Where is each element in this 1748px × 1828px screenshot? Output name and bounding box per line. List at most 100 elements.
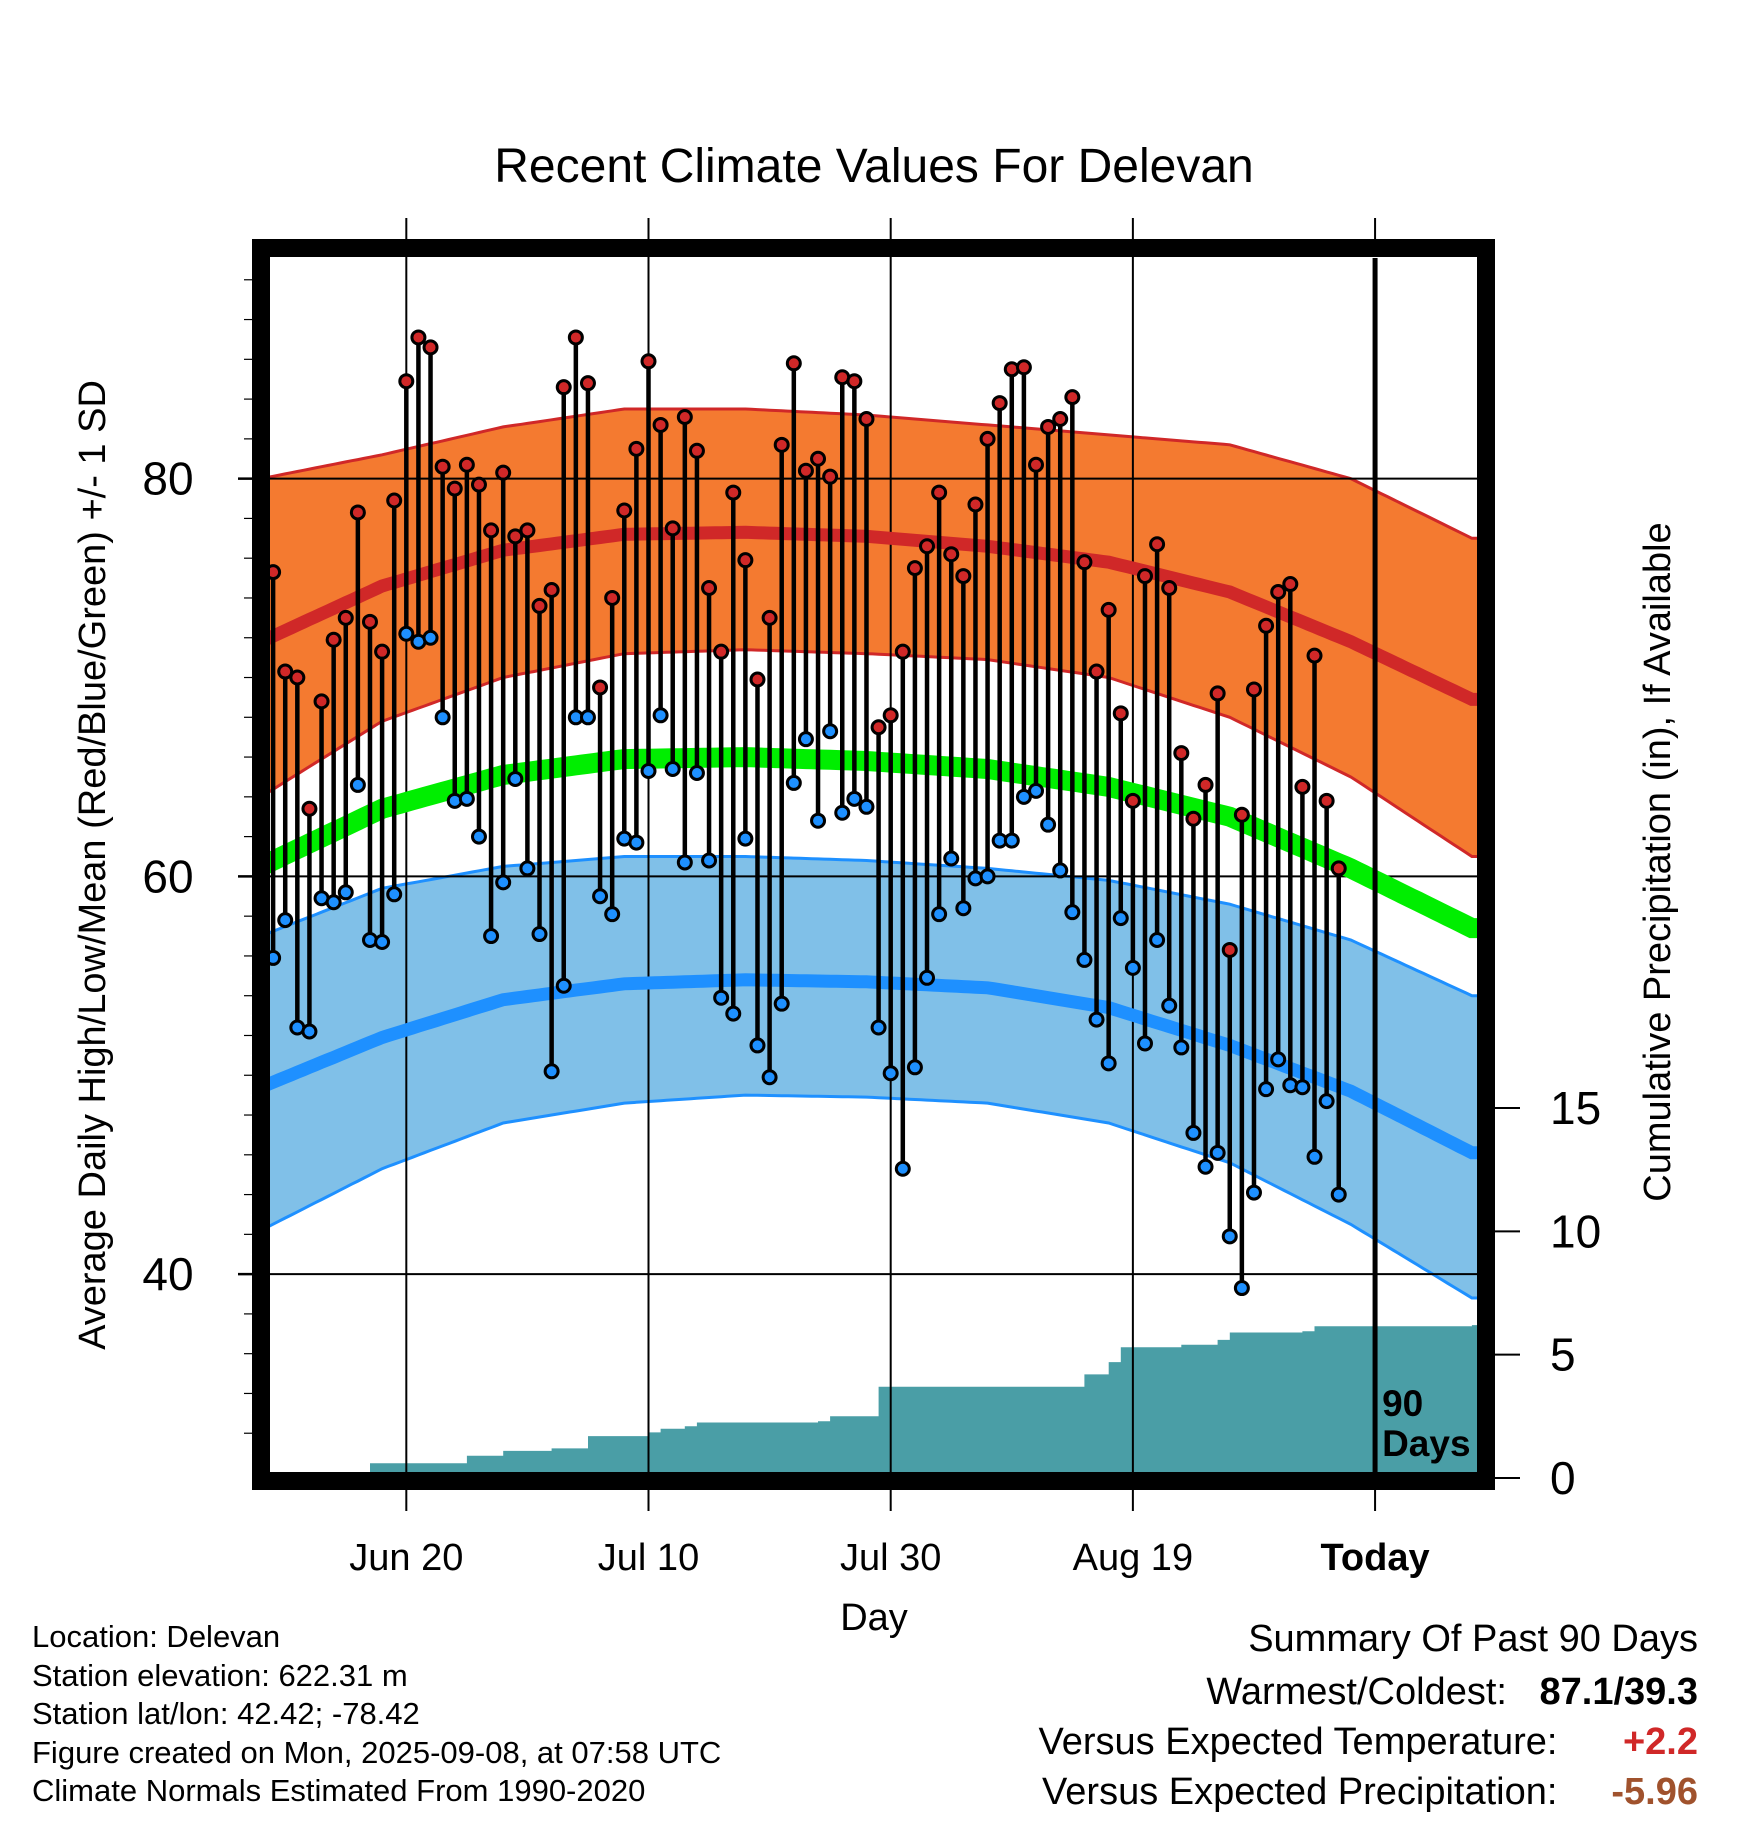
low-point [688, 764, 705, 781]
low-point [858, 798, 875, 815]
x-tick-label: Jul 10 [598, 1537, 699, 1579]
low-point [931, 906, 948, 923]
high-point [543, 582, 560, 599]
station-info: Location: Delevan Station elevation: 622… [32, 1618, 721, 1811]
high-point [749, 671, 766, 688]
high-point [277, 663, 294, 680]
temp-anomaly-label: Versus Expected Temperature: [1038, 1721, 1558, 1763]
high-point [507, 528, 524, 545]
low-point [1318, 1093, 1335, 1110]
high-point [870, 719, 887, 736]
plot-frame [252, 239, 1495, 1490]
high-point [1197, 776, 1214, 793]
low-point [628, 834, 645, 851]
high-point [386, 492, 403, 509]
low-point [1112, 910, 1129, 927]
high-point [519, 522, 536, 539]
high-point [906, 560, 923, 577]
normal-mean-line [261, 747, 1478, 939]
precipitation-area [370, 1325, 1478, 1473]
low-point [761, 1069, 778, 1086]
y-tick-label: 40 [142, 1248, 193, 1300]
low-point [894, 1160, 911, 1177]
low-point [374, 934, 391, 951]
y2-axis-label: Cumulative Precipitation (in), If Availa… [1637, 522, 1679, 1201]
high-point [664, 520, 681, 537]
summary-panel: Summary Of Past 90 Days Warmest/Coldest:… [798, 1618, 1698, 1821]
low-point [507, 770, 524, 787]
low-point [1173, 1039, 1190, 1056]
high-point [1221, 941, 1238, 958]
high-point [1270, 584, 1287, 601]
high-point [773, 436, 790, 453]
low-point [1270, 1051, 1287, 1068]
high-point [1161, 580, 1178, 597]
low-point [919, 969, 936, 986]
high-point [434, 458, 451, 475]
low-point [1258, 1081, 1275, 1098]
high-point [1245, 681, 1262, 698]
high-point [785, 355, 802, 372]
created-text: Figure created on Mon, 2025-09-08, at 07… [32, 1734, 722, 1770]
precip-anomaly-value: -5.96 [1611, 1771, 1698, 1813]
high-point [567, 329, 584, 346]
low-point [797, 731, 814, 748]
daily-points [261, 329, 1347, 1297]
low-point [325, 894, 342, 911]
low-point [810, 812, 827, 829]
elevation-text: Station elevation: 622.31 m [32, 1657, 408, 1693]
high-point [640, 353, 657, 370]
low-point [1076, 951, 1093, 968]
high-point [289, 669, 306, 686]
high-point [810, 450, 827, 467]
y-tick-label: 80 [142, 453, 193, 505]
low-point [725, 1005, 742, 1022]
high-point [846, 373, 863, 390]
low-point [1136, 1035, 1153, 1052]
high-point [1040, 418, 1057, 435]
high-point [1258, 617, 1275, 634]
high-point [991, 395, 1008, 412]
cumulative-precip-area [370, 1325, 1478, 1473]
high-point [1330, 860, 1347, 877]
temp-anomaly-value: +2.2 [1622, 1721, 1698, 1763]
high-point [1282, 576, 1299, 593]
high-point [616, 502, 633, 519]
low-point [277, 912, 294, 929]
high-point [410, 329, 427, 346]
low-point [1100, 1055, 1117, 1072]
high-point [882, 707, 899, 724]
warmest-coldest-label: Warmest/Coldest: [1206, 1671, 1507, 1713]
high-point [337, 609, 354, 626]
low-point [1015, 788, 1032, 805]
low-point [1028, 782, 1045, 799]
low-point [882, 1065, 899, 1082]
high-point [470, 476, 487, 493]
low-point [1052, 862, 1069, 879]
high-point [1318, 792, 1335, 809]
normals-text: Climate Normals Estimated From 1990-2020 [32, 1773, 646, 1808]
low-point [664, 760, 681, 777]
high-point [628, 440, 645, 457]
low-point [749, 1037, 766, 1054]
low-point [604, 906, 621, 923]
low-point [1040, 816, 1057, 833]
low-point [349, 776, 366, 793]
low-point [579, 709, 596, 726]
low-point [398, 625, 415, 642]
low-point [434, 709, 451, 726]
high-point [894, 643, 911, 660]
high-point [422, 339, 439, 356]
today-marker-label: Days [1382, 1423, 1470, 1464]
low-point [1003, 832, 1020, 849]
high-point [1294, 778, 1311, 795]
low-point [979, 868, 996, 885]
low-point [386, 886, 403, 903]
high-point [579, 375, 596, 392]
low-point [955, 900, 972, 917]
low-point [676, 854, 693, 871]
normal-high-line [261, 525, 1478, 706]
y-axis-label: Average Daily High/Low/Mean (Red/Blue/Gr… [72, 380, 114, 1350]
x-axis-label: Day [840, 1597, 908, 1639]
